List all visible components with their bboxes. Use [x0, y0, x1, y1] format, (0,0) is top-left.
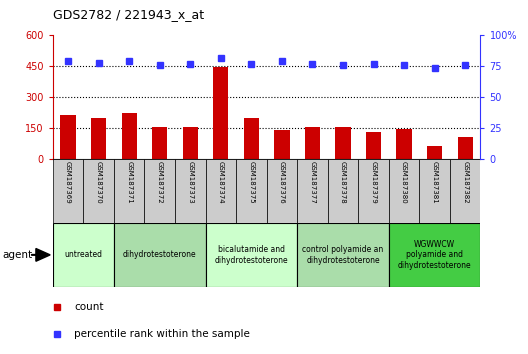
Bar: [328, 159, 359, 223]
Bar: [236, 159, 267, 223]
Bar: [91, 118, 106, 159]
Bar: [114, 223, 205, 287]
Text: GSM187373: GSM187373: [187, 161, 193, 204]
Text: WGWWCW
polyamide and
dihydrotestoterone: WGWWCW polyamide and dihydrotestoterone: [398, 240, 472, 270]
Polygon shape: [36, 249, 50, 261]
Bar: [419, 159, 450, 223]
Bar: [366, 132, 381, 159]
Bar: [427, 146, 442, 159]
Bar: [175, 159, 205, 223]
Text: GSM187374: GSM187374: [218, 161, 224, 204]
Text: GSM187375: GSM187375: [248, 161, 254, 204]
Bar: [305, 127, 320, 159]
Text: control polyamide an
dihydrotestoterone: control polyamide an dihydrotestoterone: [303, 245, 384, 264]
Bar: [152, 127, 167, 159]
Text: GSM187378: GSM187378: [340, 161, 346, 204]
Text: GSM187381: GSM187381: [432, 161, 438, 204]
Bar: [60, 115, 76, 159]
Bar: [267, 159, 297, 223]
Text: agent: agent: [3, 250, 33, 260]
Bar: [359, 159, 389, 223]
Text: count: count: [74, 302, 103, 312]
Bar: [114, 159, 145, 223]
Bar: [397, 129, 412, 159]
Text: GSM187379: GSM187379: [371, 161, 376, 204]
Text: GDS2782 / 221943_x_at: GDS2782 / 221943_x_at: [53, 8, 204, 21]
Bar: [53, 159, 83, 223]
Bar: [121, 113, 137, 159]
Text: GSM187372: GSM187372: [157, 161, 163, 204]
Text: untreated: untreated: [64, 250, 102, 259]
Text: GSM187370: GSM187370: [96, 161, 101, 204]
Bar: [83, 159, 114, 223]
Text: dihydrotestoterone: dihydrotestoterone: [123, 250, 196, 259]
Bar: [335, 127, 351, 159]
Text: GSM187371: GSM187371: [126, 161, 132, 204]
Bar: [389, 223, 480, 287]
Text: GSM187376: GSM187376: [279, 161, 285, 204]
Bar: [274, 130, 289, 159]
Text: GSM187377: GSM187377: [309, 161, 315, 204]
Bar: [297, 159, 328, 223]
Text: percentile rank within the sample: percentile rank within the sample: [74, 329, 250, 339]
Bar: [450, 159, 480, 223]
Bar: [183, 127, 198, 159]
Bar: [145, 159, 175, 223]
Bar: [53, 223, 114, 287]
Bar: [297, 223, 389, 287]
Text: GSM187369: GSM187369: [65, 161, 71, 204]
Text: GSM187380: GSM187380: [401, 161, 407, 204]
Bar: [458, 137, 473, 159]
Text: GSM187382: GSM187382: [462, 161, 468, 204]
Bar: [205, 159, 236, 223]
Bar: [389, 159, 419, 223]
Bar: [244, 118, 259, 159]
Bar: [205, 223, 297, 287]
Bar: [213, 67, 229, 159]
Text: bicalutamide and
dihydrotestoterone: bicalutamide and dihydrotestoterone: [214, 245, 288, 264]
